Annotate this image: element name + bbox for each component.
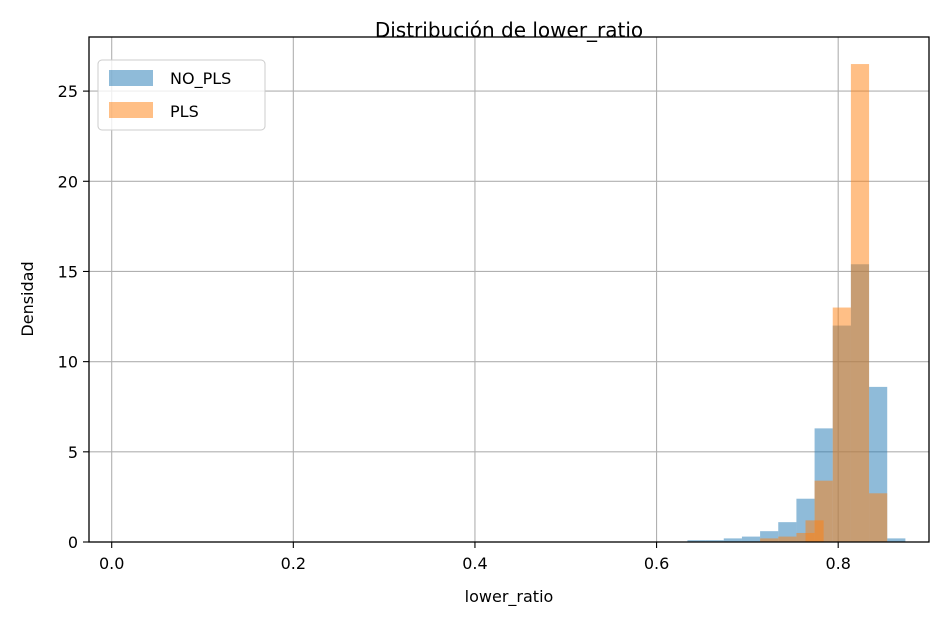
x-tick-label: 0.6 [644, 554, 669, 573]
y-tick-label: 15 [58, 262, 78, 281]
bar-pls [778, 536, 797, 542]
y-axis-label: Densidad [18, 261, 37, 336]
y-axis-ticks: 0 5 10 15 20 25 [58, 82, 89, 552]
bar-no-pls [705, 540, 724, 542]
bar-no-pls [760, 531, 779, 542]
y-tick-label: 0 [68, 533, 78, 552]
x-axis-label: lower_ratio [465, 587, 554, 607]
bar-no-pls [887, 538, 906, 542]
bar-pls [814, 480, 833, 542]
x-tick-label: 0.4 [462, 554, 487, 573]
y-tick-label: 10 [58, 353, 78, 372]
bar-no-pls [723, 538, 742, 542]
legend-swatch-no-pls [109, 70, 153, 86]
x-tick-label: 0.2 [281, 554, 306, 573]
legend-label-pls: PLS [170, 102, 199, 121]
legend-label-no-pls: NO_PLS [170, 69, 231, 89]
grid-lines [89, 37, 929, 543]
x-tick-label: 0.8 [825, 554, 850, 573]
bar-no-pls [687, 540, 706, 542]
legend: NO_PLS PLS [97, 59, 266, 131]
series-pls-bars [760, 64, 888, 542]
bar-pls [869, 493, 888, 542]
y-tick-label: 20 [58, 172, 78, 191]
bar-pls [832, 307, 851, 542]
x-axis-ticks: 0.0 0.2 0.4 0.6 0.8 [99, 542, 851, 573]
bar-pls [760, 538, 779, 542]
bar-no-pls [741, 536, 761, 542]
y-tick-label: 5 [68, 443, 78, 462]
legend-swatch-pls [109, 102, 153, 118]
y-tick-label: 25 [58, 82, 78, 101]
x-tick-label: 0.0 [99, 554, 124, 573]
bar-pls [850, 64, 870, 542]
chart-title: Distribución de lower_ratio [375, 18, 643, 42]
plot-frame [88, 36, 930, 543]
